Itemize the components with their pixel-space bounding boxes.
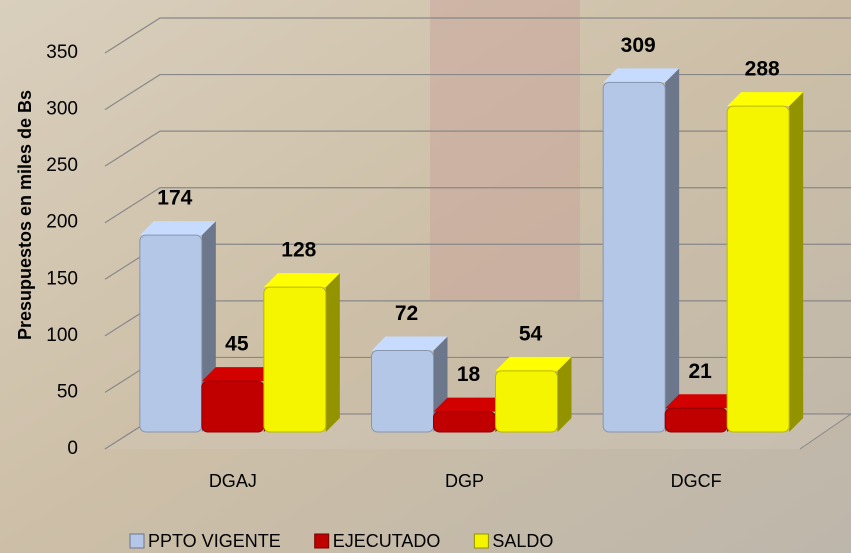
y-tick-label: 0 <box>67 438 78 459</box>
legend-label: SALDO <box>492 531 553 551</box>
bar <box>140 235 202 432</box>
value-label: 45 <box>225 333 249 356</box>
bar-side <box>326 273 340 432</box>
value-label: 309 <box>621 34 656 57</box>
bar <box>727 106 789 432</box>
y-tick-label: 150 <box>46 268 78 289</box>
bar <box>603 82 665 432</box>
y-tick-label: 100 <box>46 325 78 346</box>
value-label: 174 <box>157 187 192 210</box>
y-tick-label: 50 <box>57 381 78 402</box>
value-label: 54 <box>519 322 543 345</box>
bar <box>372 351 434 432</box>
legend-swatch <box>315 534 329 548</box>
legend-swatch <box>130 534 144 548</box>
bar <box>202 381 264 432</box>
y-tick-label: 300 <box>46 99 78 120</box>
y-tick-label: 200 <box>46 212 78 233</box>
background <box>0 0 851 553</box>
legend-swatch <box>474 534 488 548</box>
value-label: 21 <box>688 360 712 383</box>
y-tick-label: 350 <box>46 42 78 63</box>
value-label: 128 <box>281 239 316 262</box>
legend-label: EJECUTADO <box>333 531 441 551</box>
bar-side <box>789 92 803 432</box>
bar <box>496 371 558 432</box>
value-label: 18 <box>457 363 481 386</box>
y-axis-label: Presupuestos en miles de Bs <box>15 90 35 340</box>
bar <box>665 408 727 432</box>
bar <box>264 287 326 432</box>
x-tick-label: DGCF <box>671 471 722 491</box>
background-shape <box>430 0 580 300</box>
bar-side <box>665 68 679 432</box>
x-tick-label: DGP <box>445 471 484 491</box>
value-label: 288 <box>745 58 780 81</box>
x-tick-label: DGAJ <box>209 471 257 491</box>
legend-label: PPTO VIGENTE <box>148 531 281 551</box>
bar <box>434 412 496 432</box>
y-tick-label: 250 <box>46 155 78 176</box>
chart: Presupuestos en miles de Bs 0 50 100 150 200… <box>0 0 851 553</box>
value-label: 72 <box>395 302 418 325</box>
